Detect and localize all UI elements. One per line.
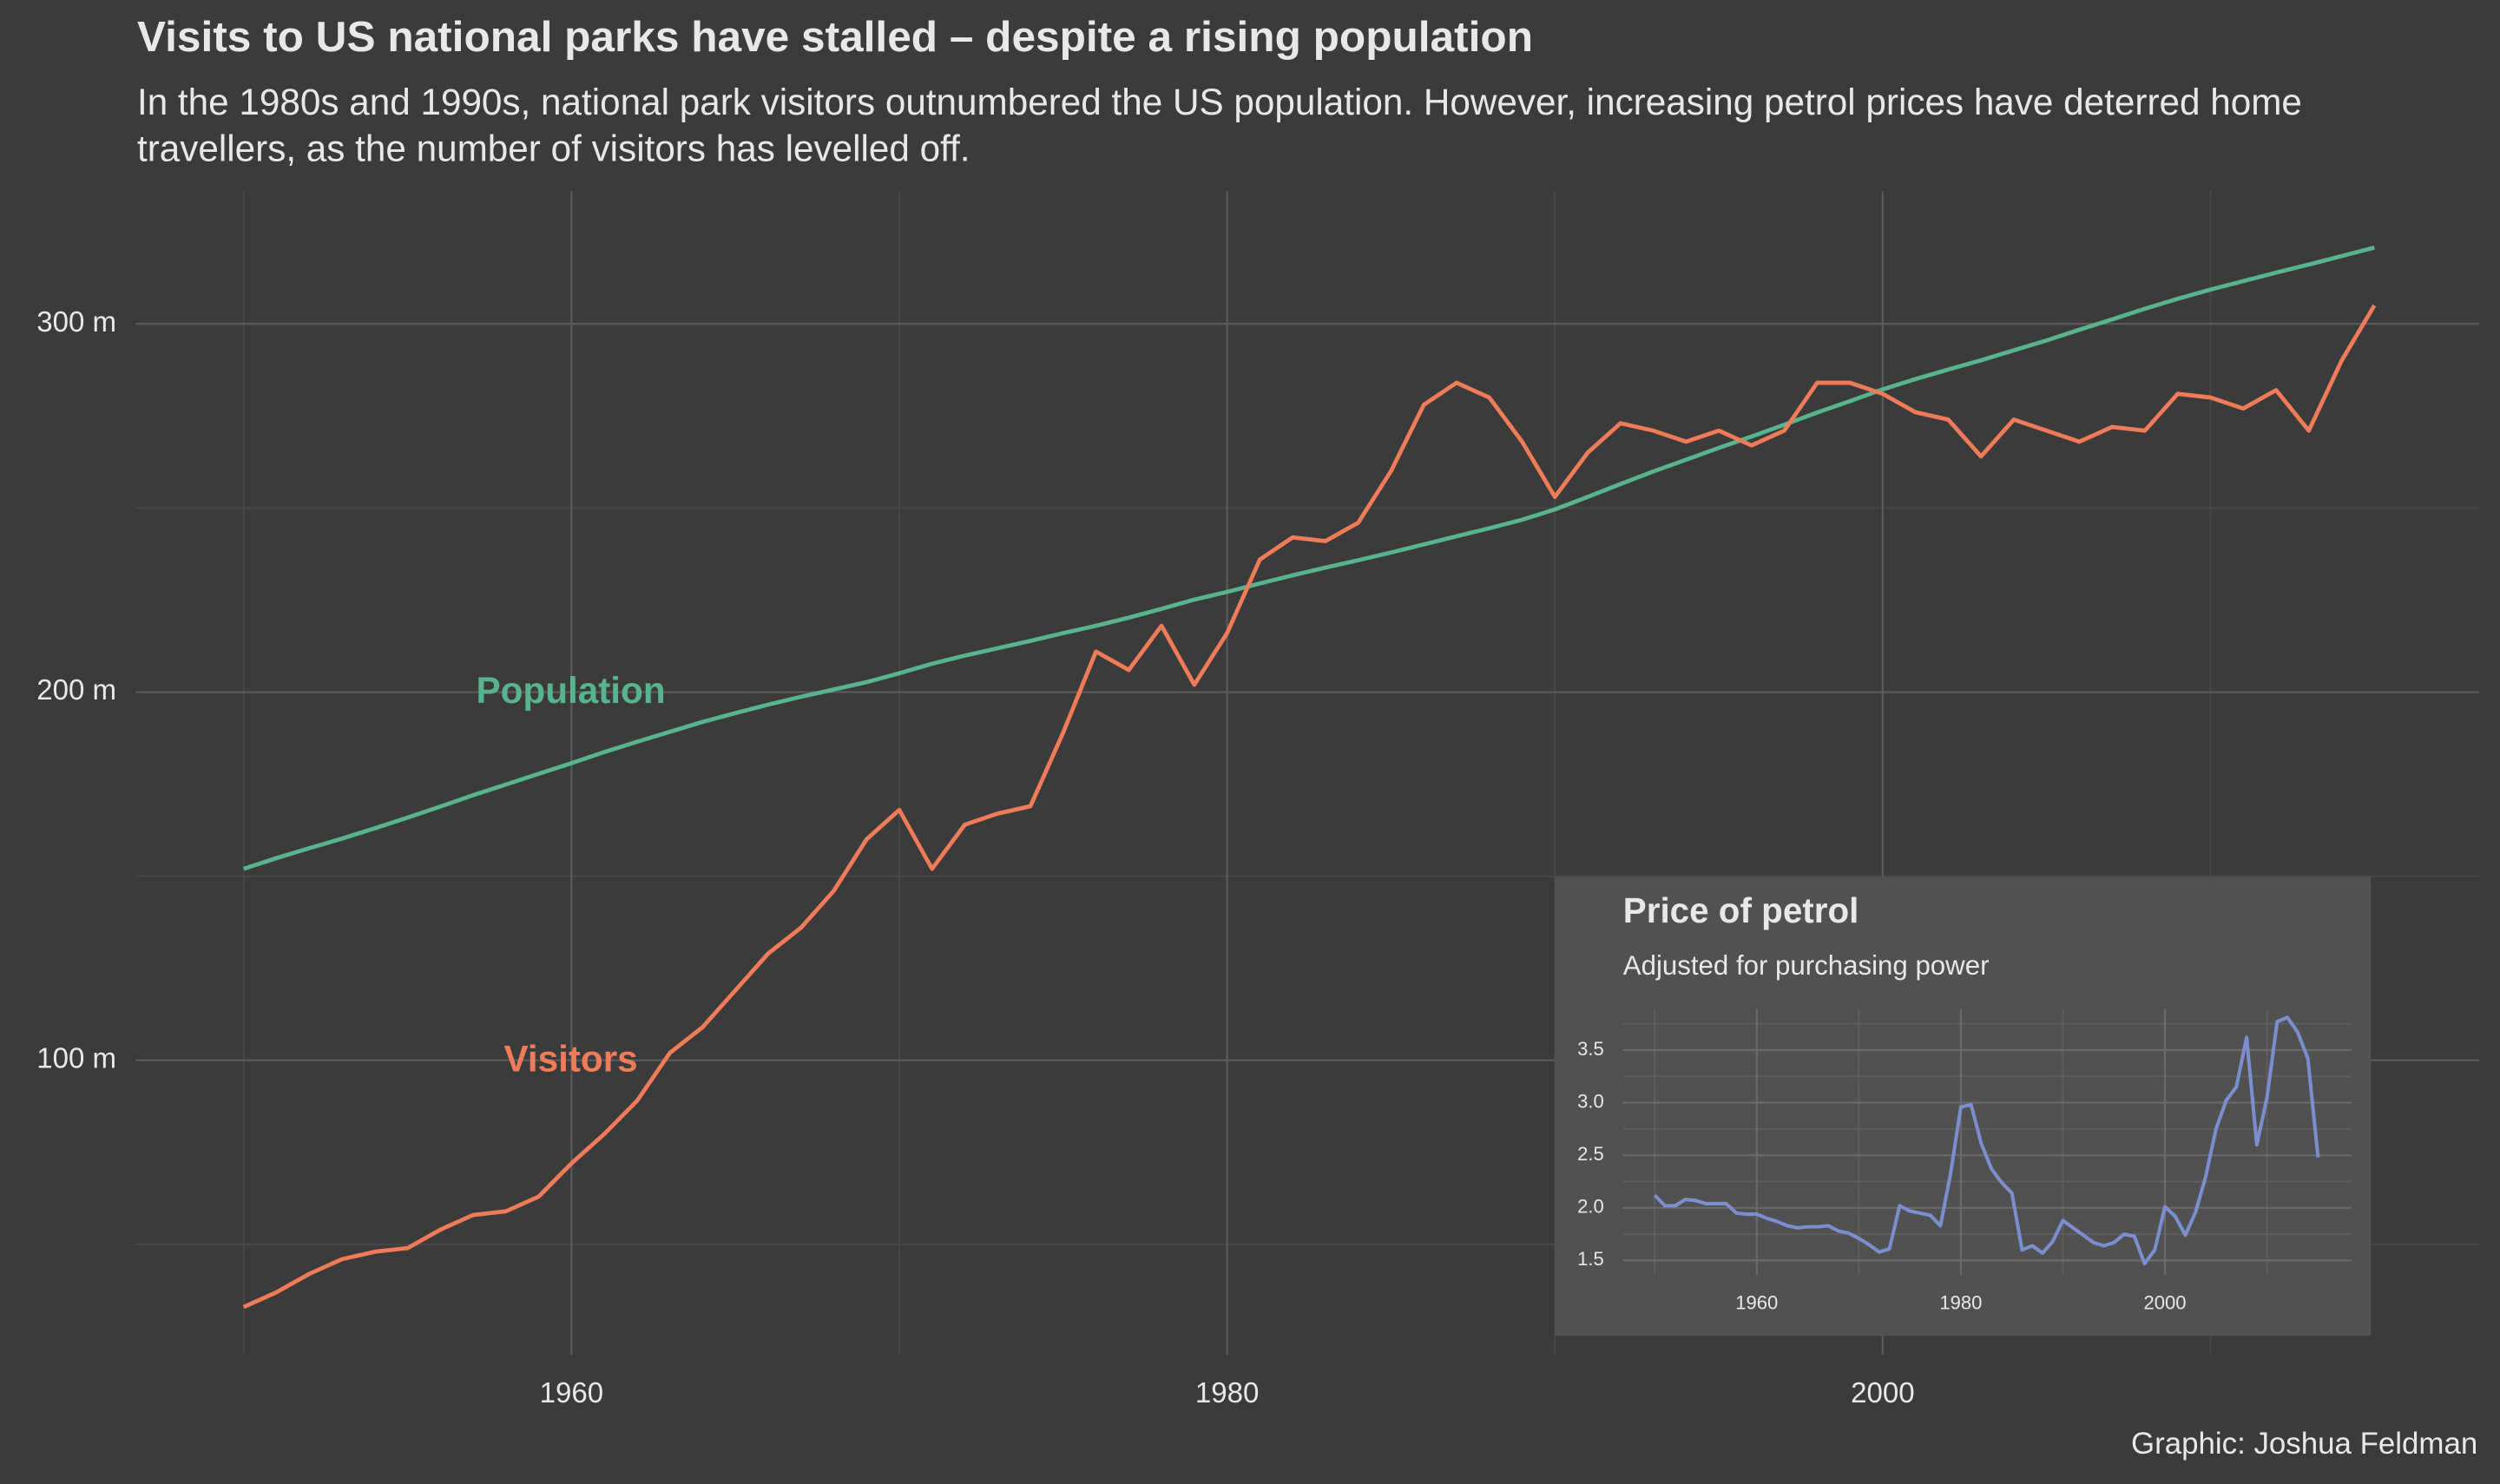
y-tick-label: 2.0	[1577, 1196, 1604, 1218]
data-line	[1653, 1015, 2320, 1266]
y-tick-label: 2.5	[1577, 1143, 1604, 1165]
x-tick-label: 2000	[1851, 1377, 1915, 1409]
x-tick-label: 1980	[1939, 1291, 1982, 1313]
inset-subtitle: Adjusted for purchasing power	[1623, 950, 1990, 981]
x-tick-label: 1980	[1195, 1377, 1260, 1409]
data-line	[243, 246, 2375, 871]
y-tick-label: 1.5	[1577, 1248, 1604, 1270]
caption: Graphic: Joshua Feldman	[2131, 1427, 2477, 1461]
y-tick-label: 3.0	[1577, 1090, 1604, 1112]
y-tick-label: 100 m	[36, 1043, 116, 1075]
chart-subtitle: In the 1980s and 1990s, national park vi…	[136, 81, 2302, 169]
x-tick-label: 1960	[540, 1377, 604, 1409]
series-label: Population	[476, 670, 665, 711]
data-line	[242, 304, 2377, 1310]
main-plot: 100 m 200 m 300 m 1960 1980 2000 Population Vis…	[36, 191, 2480, 1409]
y-tick-label: 300 m	[36, 306, 116, 338]
inset-plot: 1.5 2.0 2.5 3.0 3.5 1960 1980 2000	[1577, 1008, 2352, 1313]
x-tick-label: 1960	[1735, 1291, 1778, 1313]
subtitle-box: In the 1980s and 1990s, national park vi…	[136, 81, 2302, 169]
inset-title: Price of petrol	[1623, 890, 1859, 930]
y-tick-label: 3.5	[1577, 1038, 1604, 1060]
x-tick-label: 2000	[2144, 1291, 2187, 1313]
series-label: Visitors	[503, 1038, 637, 1079]
y-tick-label: 200 m	[36, 674, 116, 706]
chart-title: Visits to US national parks have stalled…	[137, 12, 1533, 61]
